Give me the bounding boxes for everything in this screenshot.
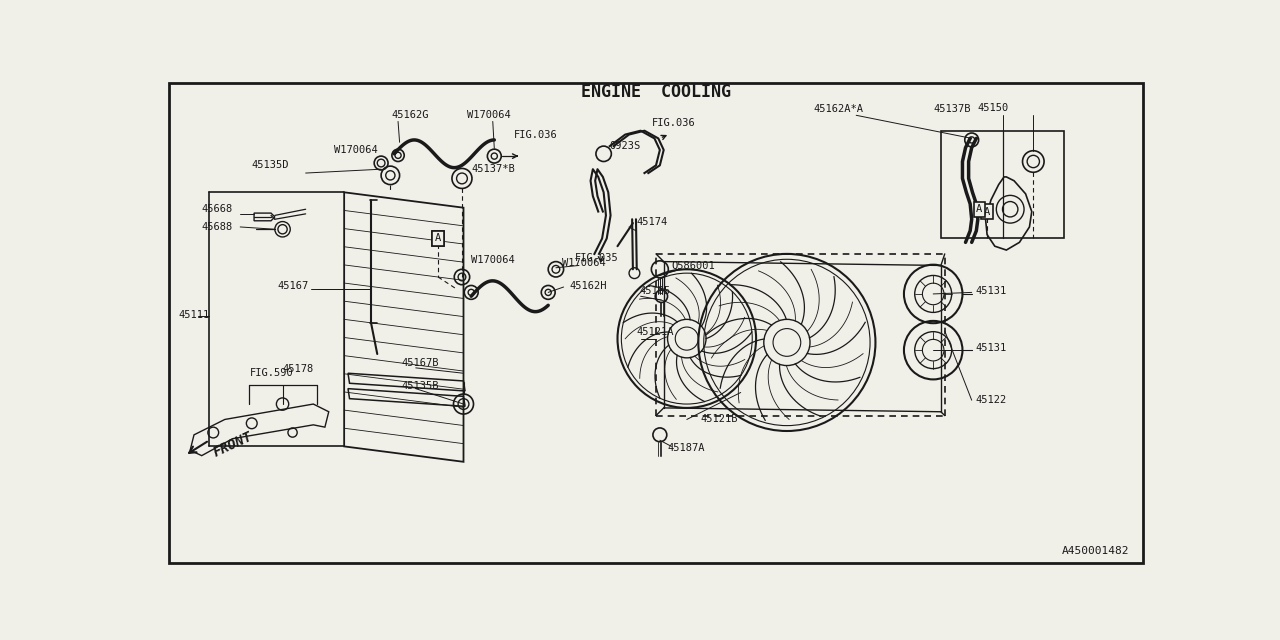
Text: FIG.590: FIG.590 [250,368,293,378]
Text: 45135B: 45135B [402,381,439,391]
Text: Q586001: Q586001 [672,260,716,271]
Text: 45174: 45174 [636,216,668,227]
Text: 45135D: 45135D [252,161,289,170]
Text: 0923S: 0923S [609,141,641,151]
Text: FIG.036: FIG.036 [652,118,696,128]
Text: A450001482: A450001482 [1062,546,1129,556]
Text: 45121A: 45121A [636,328,675,337]
Text: ENGINE  COOLING: ENGINE COOLING [581,83,731,101]
Text: 45137*B: 45137*B [471,164,515,174]
Text: FRONT: FRONT [211,429,255,460]
Text: 45162G: 45162G [392,110,429,120]
Text: 45688: 45688 [202,222,233,232]
Text: 45167B: 45167B [402,358,439,368]
Text: FIG.035: FIG.035 [575,253,620,263]
Text: 45131: 45131 [975,286,1007,296]
Text: 45162A*A: 45162A*A [814,104,864,114]
Text: 45185: 45185 [639,286,671,296]
Text: 45111: 45111 [179,310,210,321]
Text: 45167: 45167 [278,281,308,291]
Text: 45122: 45122 [975,395,1007,405]
Text: 45162H: 45162H [570,281,607,291]
Text: 45137B: 45137B [933,104,970,114]
Text: A: A [435,234,442,243]
Text: 45178: 45178 [283,364,314,374]
Text: W170064: W170064 [562,258,605,268]
Text: 45150: 45150 [978,102,1009,113]
Text: 45121B: 45121B [700,415,739,424]
Text: W170064: W170064 [471,255,515,265]
Text: 45187A: 45187A [668,443,705,453]
Text: A: A [435,234,442,243]
Text: A: A [984,207,991,216]
Text: FIG.036: FIG.036 [513,129,557,140]
Text: W170064: W170064 [467,110,511,120]
Text: 45131: 45131 [975,343,1007,353]
Text: A: A [977,204,983,214]
Text: W170064: W170064 [334,145,378,155]
Text: 45668: 45668 [202,204,233,214]
